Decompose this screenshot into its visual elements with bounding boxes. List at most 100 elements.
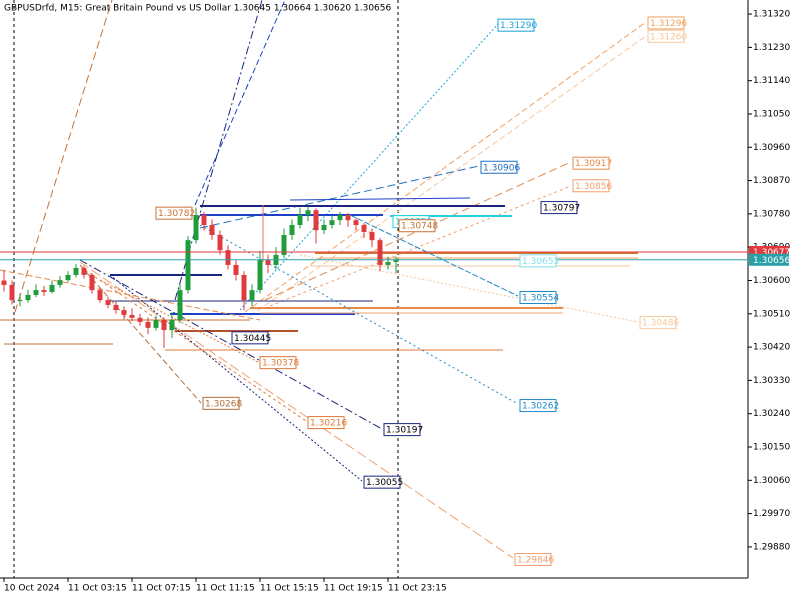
candle-body — [201, 214, 207, 225]
y-tick-label: 1.30150 — [753, 443, 790, 453]
candle-body — [9, 284, 15, 301]
trend-line — [349, 214, 519, 297]
price-label-box — [259, 356, 297, 370]
candle-body — [225, 250, 231, 265]
x-tick-label: 11 Oct 19:15 — [324, 584, 383, 594]
candle-body — [65, 274, 71, 281]
y-tick-label: 1.31050 — [753, 109, 790, 119]
price-label: 1.29846 — [517, 555, 554, 565]
x-tick-label: 11 Oct 11:15 — [196, 584, 255, 594]
y-tick-label: 1.30510 — [753, 309, 790, 319]
trend-line — [244, 21, 647, 313]
candle-body — [49, 284, 55, 292]
candle-body — [121, 310, 127, 315]
candle-body — [177, 290, 183, 321]
candle-body — [113, 304, 119, 311]
y-tick-label: 1.30870 — [753, 176, 790, 186]
candle-body — [153, 320, 159, 328]
candle-body — [377, 240, 383, 265]
candle-body — [105, 300, 111, 305]
price-label-box — [519, 291, 557, 305]
candle-body — [337, 214, 343, 221]
price-label: 1.30917 — [575, 159, 612, 169]
price-label-box — [519, 254, 557, 268]
candle-body — [25, 294, 31, 301]
price-label-box — [231, 331, 269, 345]
price-label-box — [480, 160, 518, 174]
candle-body — [41, 290, 47, 292]
price-label-box — [572, 179, 610, 193]
candle-body — [17, 300, 23, 302]
trend-line — [269, 185, 572, 307]
y-tick-label: 1.31320 — [753, 10, 790, 20]
price-label: 1.30268 — [205, 399, 242, 409]
price-label: 1.30856 — [575, 182, 612, 192]
price-label-box — [307, 416, 345, 430]
y-tick-label: 1.30240 — [753, 409, 790, 419]
price-label: 1.30445 — [234, 334, 271, 344]
price-label: 1.30262 — [522, 402, 559, 412]
y-tick-label: 1.31230 — [753, 43, 790, 53]
trend-line — [99, 279, 259, 363]
candle-body — [321, 224, 327, 231]
trend-line — [264, 161, 572, 301]
price-label: 1.31290 — [500, 21, 537, 31]
y-tick-label: 1.30960 — [753, 143, 790, 153]
candle-body — [33, 290, 39, 295]
candle-body — [89, 274, 95, 291]
chart-title: GBPUSDrfd, M15: Great Britain Pound vs U… — [4, 4, 391, 14]
price-label-box — [647, 16, 685, 30]
candle-body — [137, 317, 143, 322]
price-label: 1.30782 — [158, 209, 195, 219]
price-label-box — [497, 18, 535, 32]
candle-body — [369, 232, 375, 241]
candle-body — [305, 210, 311, 215]
candle-body — [129, 314, 135, 318]
price-label-box — [398, 219, 436, 233]
candle-body — [161, 320, 167, 331]
candle-body — [57, 280, 63, 285]
candle-body — [361, 224, 367, 233]
price-label: 1.30748 — [401, 222, 438, 232]
ask-label: 1.30677 — [753, 248, 790, 258]
candle-body — [185, 240, 191, 291]
candle-body — [193, 214, 199, 241]
y-tick-label: 1.30330 — [753, 376, 790, 386]
drawings — [0, 0, 647, 578]
price-label-box — [647, 29, 685, 43]
price-label-box — [572, 156, 610, 170]
price-label-box — [514, 552, 552, 566]
candle-body — [81, 267, 87, 275]
candle-body — [169, 320, 175, 331]
candle-body — [385, 261, 391, 265]
candle-body — [217, 234, 223, 251]
trend-line — [299, 254, 639, 323]
price-label: 1.30554 — [522, 294, 559, 304]
candle-body — [233, 264, 239, 275]
price-label: 1.30197 — [386, 426, 423, 436]
price-label: 1.30797 — [543, 204, 580, 214]
y-tick-label: 1.29970 — [753, 509, 790, 519]
price-label-box — [540, 201, 578, 215]
trend-line — [79, 259, 383, 430]
x-tick-label: 11 Oct 03:15 — [68, 584, 127, 594]
candle-body — [265, 260, 271, 265]
y-tick-label: 1.30780 — [753, 209, 790, 219]
candle-body — [313, 210, 319, 231]
price-label: 1.30216 — [310, 419, 347, 429]
price-label: 1.30486 — [642, 319, 679, 329]
y-tick-label: 1.30600 — [753, 276, 790, 286]
price-label-box — [383, 423, 421, 437]
candle-body — [289, 224, 295, 235]
candle-body — [257, 260, 263, 291]
bid-label: 1.30656 — [753, 256, 790, 266]
price-label-box — [363, 475, 401, 489]
x-tick-label: 11 Oct 07:15 — [132, 584, 191, 594]
x-tick-label: 11 Oct 23:15 — [388, 584, 447, 594]
candle-body — [145, 321, 151, 328]
x-tick-label: 11 Oct 15:15 — [260, 584, 319, 594]
candle-body — [249, 290, 255, 301]
trend-line — [84, 269, 307, 422]
price-label: 1.31296 — [650, 19, 687, 29]
